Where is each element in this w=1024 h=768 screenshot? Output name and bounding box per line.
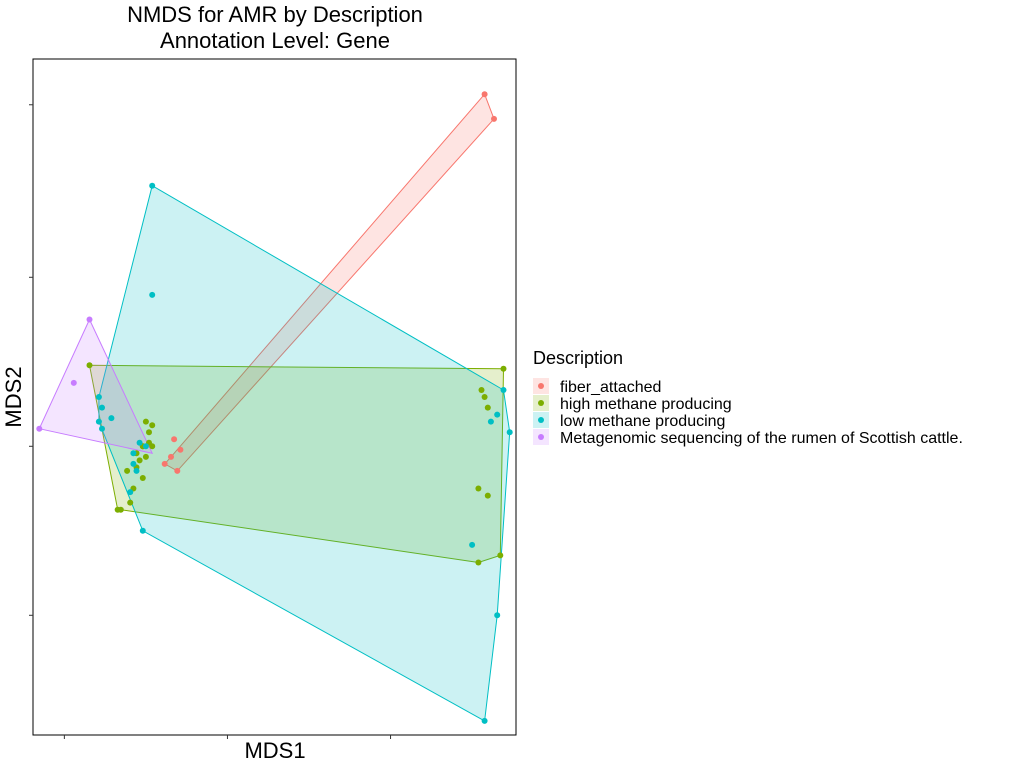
point-1-3	[481, 394, 488, 400]
x-axis-title: MDS1	[244, 738, 305, 763]
point-3-2	[36, 425, 43, 432]
point-1-2	[478, 387, 485, 393]
point-2-10	[127, 489, 134, 496]
point-1-8	[475, 559, 482, 566]
point-2-19	[142, 443, 149, 450]
point-1-10	[117, 506, 124, 513]
point-2-1	[149, 291, 156, 298]
point-2-2	[95, 394, 102, 400]
hull-3	[38, 318, 154, 455]
point-1-22	[142, 453, 149, 460]
hull-0	[163, 93, 495, 472]
point-1-7	[497, 552, 504, 559]
point-1-4	[484, 404, 491, 411]
point-2-14	[506, 429, 513, 436]
point-2-6	[108, 415, 115, 422]
tick-layer	[29, 104, 392, 739]
point-0-1	[491, 115, 497, 122]
point-1-5	[475, 485, 482, 492]
legend-swatch-2	[538, 417, 544, 423]
point-0-4	[177, 446, 184, 453]
point-2-15	[487, 418, 494, 425]
legend-title: Description	[533, 348, 623, 368]
point-1-24	[149, 443, 156, 450]
point-1-19	[136, 457, 143, 464]
point-3-0	[86, 316, 93, 323]
point-2-5	[99, 425, 105, 432]
point-2-12	[500, 387, 507, 393]
point-1-12	[124, 467, 131, 474]
legend-label-1: high methane producing	[560, 396, 732, 413]
point-0-6	[161, 460, 168, 467]
point-1-11	[127, 499, 134, 506]
point-2-8	[130, 450, 137, 457]
point-2-17	[494, 612, 501, 619]
legend-label-3: Metagenomic sequencing of the rumen of S…	[560, 430, 963, 447]
point-1-0	[86, 362, 93, 369]
point-3-1	[70, 379, 77, 386]
point-1-17	[142, 418, 149, 425]
point-1-16	[149, 422, 156, 429]
point-0-0	[481, 91, 488, 98]
legend-swatch-1	[538, 400, 544, 406]
point-2-20	[130, 460, 137, 467]
y-axis-title: MDS2	[1, 366, 26, 427]
point-2-9	[133, 467, 140, 474]
hull-layer	[38, 93, 511, 722]
point-2-13	[494, 411, 501, 418]
point-1-1	[500, 365, 507, 372]
point-2-11	[139, 527, 146, 534]
point-1-15	[146, 429, 152, 436]
point-2-4	[95, 418, 102, 425]
chart-title: NMDS for AMR by Description	[127, 2, 423, 27]
legend-swatch-3	[538, 434, 544, 440]
point-0-3	[168, 453, 174, 460]
legend-label-2: low methane producing	[560, 413, 725, 430]
point-2-18	[481, 717, 488, 724]
point-1-6	[484, 492, 491, 499]
point-0-2	[174, 467, 181, 474]
point-1-21	[139, 475, 146, 481]
chart-subtitle: Annotation Level: Gene	[160, 28, 390, 53]
point-layer	[36, 91, 513, 724]
point-0-5	[171, 436, 178, 443]
legend-swatch-0	[538, 383, 544, 389]
legend-label-0: fiber_attached	[560, 379, 661, 396]
point-2-16	[469, 541, 476, 548]
point-2-7	[136, 439, 143, 446]
plot-panel	[32, 58, 517, 736]
point-2-3	[99, 404, 105, 411]
point-2-0	[149, 182, 156, 189]
